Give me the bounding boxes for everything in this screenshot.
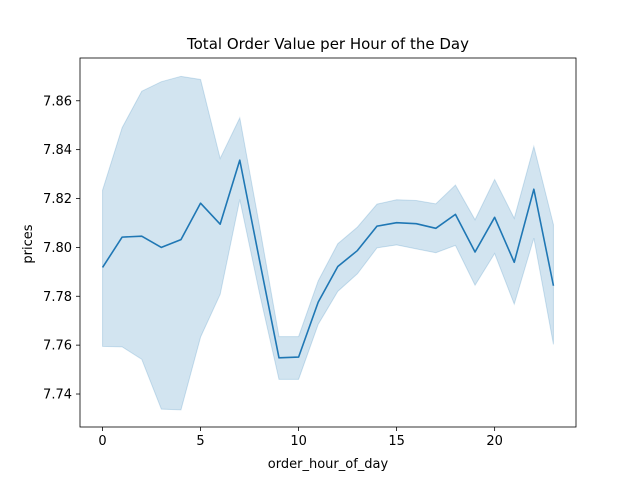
- y-tick-label: 7.74: [43, 388, 72, 403]
- x-tick-label: 5: [196, 434, 204, 449]
- y-tick-label: 7.82: [43, 192, 72, 207]
- x-tick-label: 15: [388, 434, 405, 449]
- y-tick-label: 7.86: [43, 94, 72, 109]
- x-tick-label: 10: [290, 434, 307, 449]
- series-line: [101, 159, 555, 359]
- y-tick-label: 7.84: [43, 143, 72, 158]
- y-tick-label: 7.76: [43, 339, 72, 354]
- axes: 0 5 10 15 20 7.74 7.76 7.78 7.80 7.82 7.84 7.86: [43, 57, 577, 449]
- y-tick-label: 7.80: [43, 241, 72, 256]
- plot-area: [101, 75, 555, 411]
- y-tick-label: 7.78: [43, 290, 72, 305]
- plot-frame: [79, 57, 577, 428]
- x-tick-label: 20: [486, 434, 503, 449]
- y-axis-label: prices: [21, 224, 36, 263]
- x-axis-label: order_hour_of_day: [268, 457, 389, 472]
- confidence-band: [102, 75, 554, 411]
- chart-title: Total Order Value per Hour of the Day: [186, 35, 469, 53]
- x-tick-label: 0: [98, 434, 106, 449]
